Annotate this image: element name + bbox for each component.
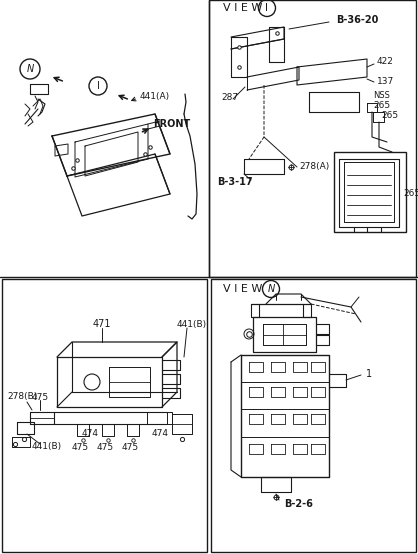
Bar bbox=[209, 0, 416, 277]
Text: 278(B): 278(B) bbox=[7, 392, 37, 402]
Text: V I E W: V I E W bbox=[223, 3, 263, 13]
Text: 278(A): 278(A) bbox=[299, 162, 329, 172]
Text: 137: 137 bbox=[377, 76, 394, 85]
Text: B-36-20: B-36-20 bbox=[336, 15, 378, 25]
Text: 475: 475 bbox=[32, 392, 49, 402]
Text: N: N bbox=[268, 284, 275, 294]
Text: 474: 474 bbox=[151, 429, 168, 439]
Text: 475: 475 bbox=[71, 443, 89, 452]
Text: B-2-6: B-2-6 bbox=[285, 499, 314, 509]
Text: I: I bbox=[97, 81, 99, 91]
Text: 475: 475 bbox=[122, 443, 138, 452]
Text: 265: 265 bbox=[381, 111, 398, 121]
Text: FRONT: FRONT bbox=[153, 119, 190, 129]
Bar bbox=[334, 152, 406, 232]
Text: 441(B): 441(B) bbox=[32, 443, 62, 452]
Text: 265: 265 bbox=[403, 189, 418, 198]
Text: N: N bbox=[26, 64, 33, 74]
Text: V I E W: V I E W bbox=[223, 284, 263, 294]
Text: I: I bbox=[265, 3, 268, 13]
Text: NSS: NSS bbox=[373, 90, 390, 100]
Text: 474: 474 bbox=[82, 429, 99, 439]
Text: 265: 265 bbox=[373, 101, 390, 110]
Text: B-3-17: B-3-17 bbox=[217, 177, 252, 187]
Bar bbox=[2, 279, 207, 552]
Text: 441(B): 441(B) bbox=[177, 320, 207, 329]
Text: 287: 287 bbox=[221, 93, 238, 101]
Bar bbox=[211, 279, 416, 552]
Text: 1: 1 bbox=[366, 369, 372, 379]
Text: 441(A): 441(A) bbox=[140, 91, 170, 100]
Text: 471: 471 bbox=[93, 319, 111, 329]
Text: 422: 422 bbox=[377, 58, 394, 66]
Text: 475: 475 bbox=[97, 443, 114, 452]
